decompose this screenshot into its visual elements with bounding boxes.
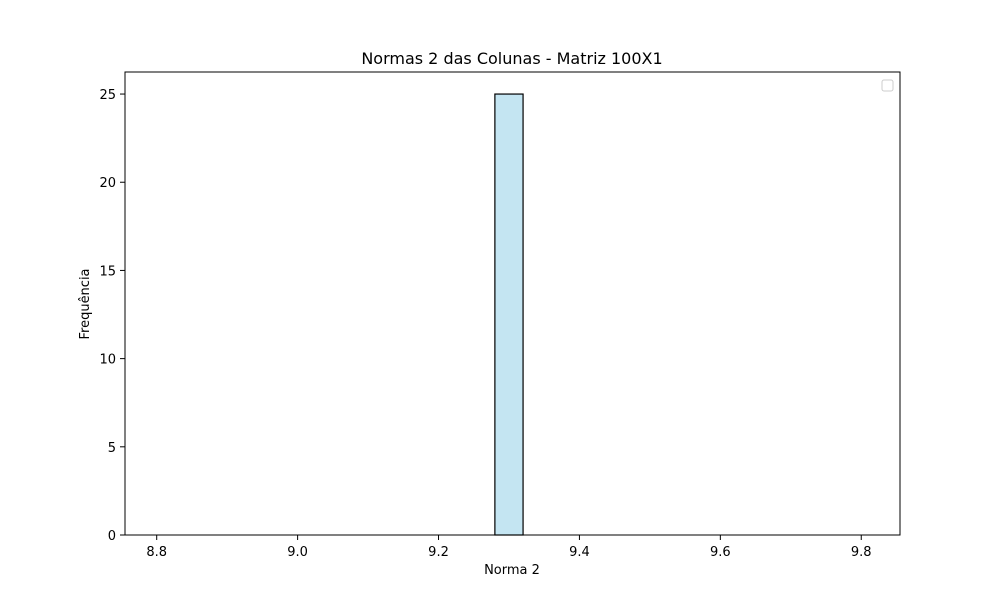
chart-title: Normas 2 das Colunas - Matriz 100X1 (361, 49, 662, 68)
x-tick-label: 9.8 (851, 545, 872, 560)
axes: 8.8 9.0 9.2 9.4 9.6 9.8 0 5 10 15 20 25 (99, 71, 901, 560)
y-tick-label: 10 (99, 353, 116, 368)
x-tick-label: 9.2 (428, 545, 449, 560)
x-tick-label: 9.6 (710, 545, 731, 560)
x-tick-label: 9.0 (287, 545, 308, 560)
y-tick-label: 5 (108, 441, 116, 456)
legend-box (881, 79, 894, 92)
x-axis-title: Norma 2 (484, 563, 540, 578)
y-tick-label: 20 (99, 176, 116, 191)
y-axis-title: Frequência (78, 268, 93, 339)
y-tick-label: 25 (99, 88, 116, 103)
x-tick-label: 9.4 (569, 545, 590, 560)
bars (156, 93, 862, 536)
histogram-bar (494, 93, 524, 536)
x-tick-label: 8.8 (146, 545, 167, 560)
y-tick-label: 15 (99, 264, 116, 279)
y-tick-label: 0 (108, 529, 116, 544)
axes-frame (124, 71, 901, 536)
